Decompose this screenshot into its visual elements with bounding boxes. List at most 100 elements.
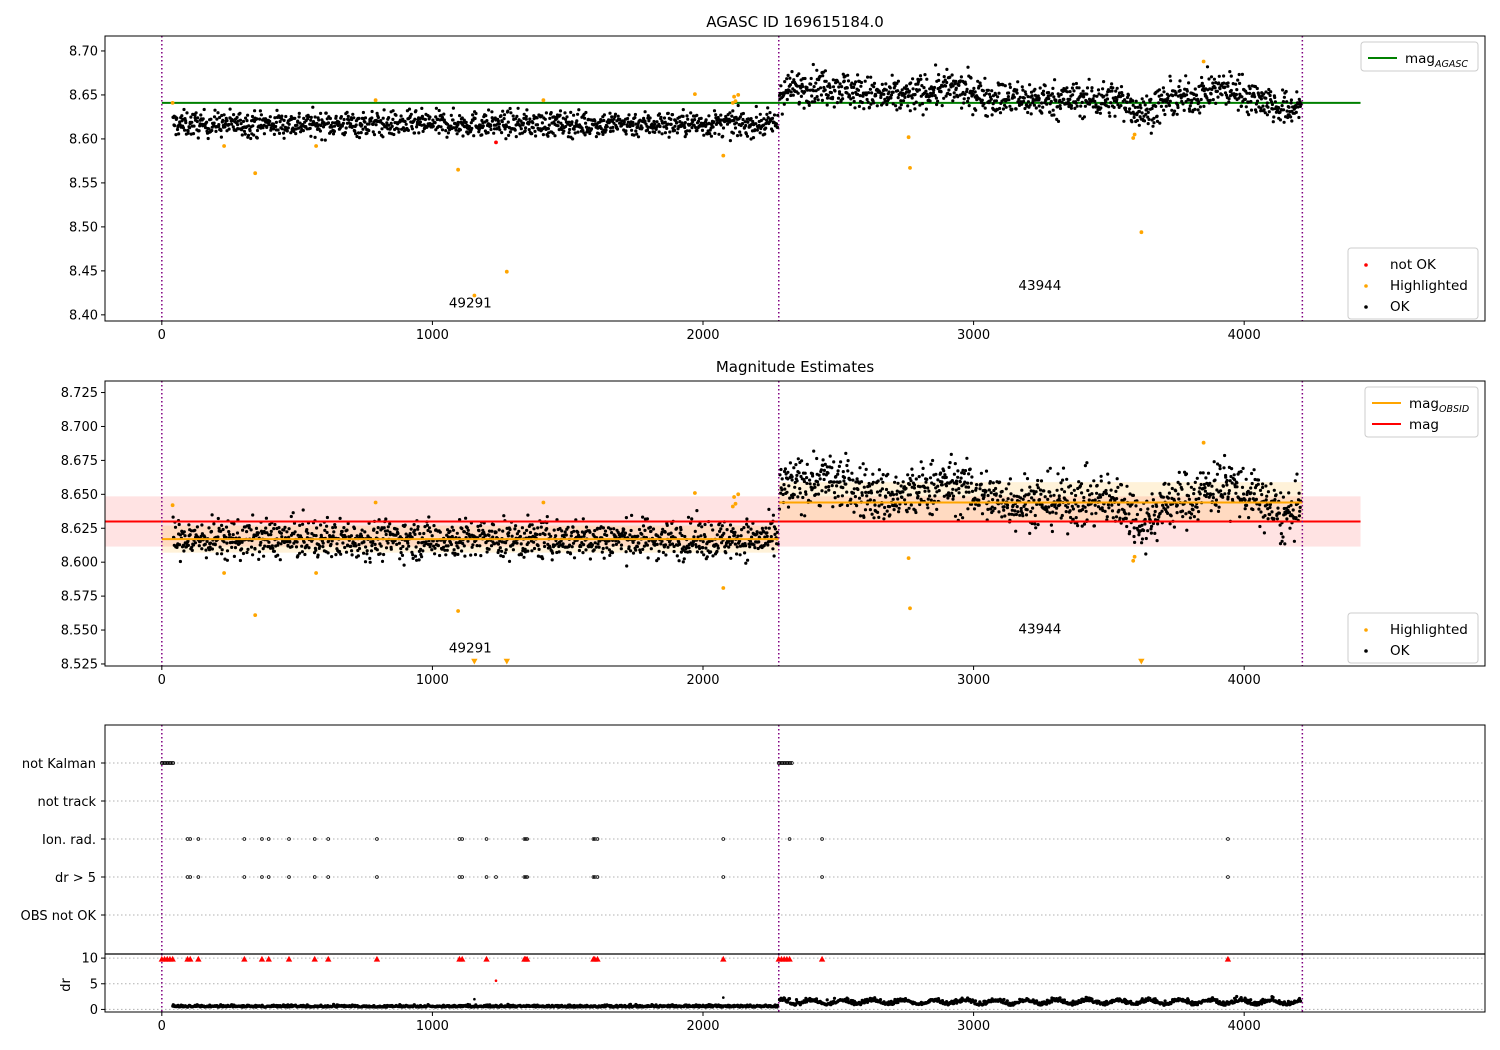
ok-point: [970, 502, 974, 506]
ok-point: [634, 548, 638, 552]
ok-point: [433, 546, 437, 550]
ok-point: [663, 131, 668, 135]
ok-point: [973, 496, 977, 500]
ok-point: [801, 495, 805, 500]
ok-point: [930, 513, 934, 517]
ok-point: [474, 111, 478, 116]
highlighted-point: [314, 571, 318, 575]
ok-point: [1178, 88, 1182, 93]
ok-point: [456, 546, 460, 550]
ok-point: [1114, 89, 1118, 93]
ok-point: [779, 84, 783, 88]
ok-point: [1273, 95, 1277, 100]
ok-point: [216, 516, 220, 521]
ok-point: [1238, 81, 1242, 85]
ok-point: [339, 552, 343, 556]
ok-point: [675, 131, 680, 135]
ok-point: [1212, 77, 1216, 81]
x-tick-label: 1000: [416, 328, 449, 343]
ok-point: [1286, 115, 1290, 120]
ok-point: [391, 109, 395, 113]
ok-point: [1218, 87, 1222, 91]
ok-point: [249, 545, 254, 549]
ok-point: [572, 127, 576, 131]
ok-point: [409, 527, 413, 531]
ok-point: [274, 120, 278, 124]
ok-point: [1259, 106, 1263, 110]
ok-point: [862, 515, 866, 520]
ok-point: [855, 92, 860, 96]
ok-point: [936, 484, 940, 488]
x-tick-label: 0: [158, 673, 166, 688]
ok-point: [1252, 492, 1256, 496]
ok-point: [1071, 82, 1075, 86]
ok-point: [1072, 89, 1076, 93]
ok-point: [1083, 104, 1087, 108]
ok-point: [208, 545, 212, 549]
ok-point: [801, 84, 805, 89]
ok-point: [888, 505, 892, 509]
ok-point: [577, 548, 582, 553]
legend-label-main: Highlighted: [1390, 622, 1468, 638]
ok-point: [430, 548, 434, 552]
ok-point: [753, 128, 757, 132]
ok-point: [491, 523, 496, 527]
ok-point: [1151, 521, 1156, 526]
ok-point: [804, 492, 808, 496]
ok-point: [1261, 482, 1265, 486]
ok-point: [1027, 492, 1031, 496]
ok-point: [750, 535, 754, 539]
ok-point: [933, 94, 937, 98]
ok-point: [1176, 105, 1180, 110]
ok-point: [1082, 95, 1086, 99]
ok-point: [584, 548, 588, 552]
ok-point: [1198, 492, 1202, 496]
ok-point: [685, 129, 689, 133]
ok-point: [907, 506, 911, 510]
y-tick-label: 8.40: [69, 308, 98, 323]
ok-point: [230, 122, 234, 126]
ok-point: [543, 117, 547, 121]
ok-point: [931, 91, 936, 95]
ok-point: [1202, 482, 1206, 487]
ok-point: [592, 548, 596, 552]
ok-point: [986, 507, 990, 511]
ok-point: [1206, 471, 1211, 475]
ok-point: [227, 530, 231, 534]
ok-point: [813, 100, 817, 104]
ok-point: [666, 122, 670, 126]
ok-point: [991, 481, 995, 485]
ok-point: [1182, 108, 1186, 112]
ok-point: [672, 549, 676, 554]
ok-point: [610, 531, 614, 535]
ok-point: [783, 487, 787, 491]
ok-point: [1282, 108, 1286, 112]
ok-point: [795, 473, 799, 477]
ok-point: [966, 507, 970, 511]
ok-point: [508, 130, 512, 134]
ok-point: [748, 539, 753, 543]
ok-point: [297, 111, 301, 115]
ok-point: [796, 91, 800, 95]
ok-point: [386, 541, 390, 545]
highlighted-point: [693, 491, 697, 495]
ok-point: [186, 129, 190, 133]
ok-point: [1028, 103, 1032, 107]
ok-point: [926, 497, 930, 501]
ok-point: [814, 492, 818, 496]
ok-point: [868, 508, 873, 512]
ok-point: [418, 532, 422, 536]
ok-point: [1039, 492, 1043, 496]
ok-point: [405, 547, 409, 551]
ok-point: [1010, 107, 1014, 111]
ok-point: [184, 121, 188, 125]
ok-point: [645, 543, 650, 547]
ok-point: [765, 112, 769, 116]
ok-point: [755, 128, 760, 132]
ok-point: [1285, 517, 1289, 521]
ok-point: [1275, 517, 1279, 521]
ok-point: [643, 528, 647, 533]
ok-point: [860, 493, 864, 497]
ok-point: [1168, 522, 1172, 526]
ok-point: [489, 544, 494, 548]
